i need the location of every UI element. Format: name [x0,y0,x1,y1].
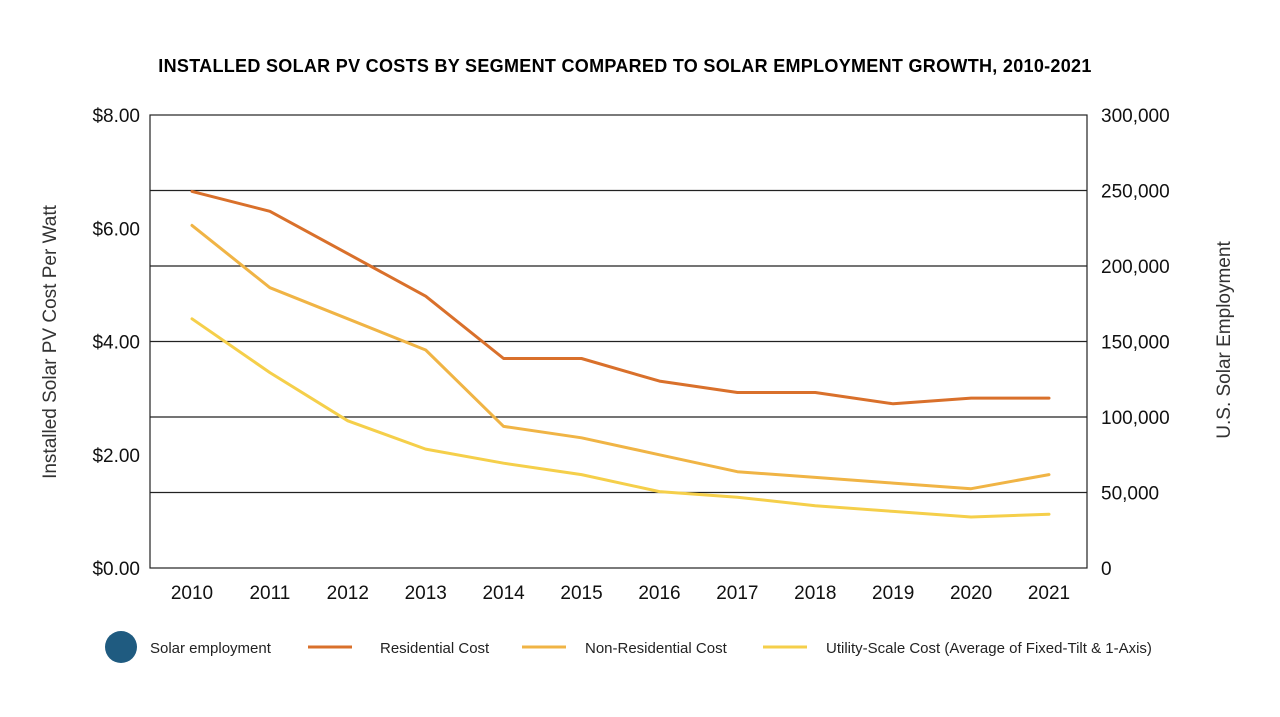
y2-tick-label: 50,000 [1101,484,1159,505]
y2-tick-label: 150,000 [1101,333,1170,354]
y2-axis-ticks: 300,000 250,000 200,000 150,000 100,000 50,00… [1101,106,1170,580]
y-axis-label: Installed Solar PV Cost Per Watt [40,204,61,479]
grid-lines [150,189,1087,494]
y-tick-label: $4.00 [92,333,140,354]
y-axis-ticks: $8.00 $6.00 $4.00 $2.00 $0.00 [92,106,140,580]
y2-tick-label: 250,000 [1101,182,1170,203]
series-line-1 [190,223,1051,491]
x-axis-ticks: 2010 2011 2012 2013 2014 2015 2016 2017 2018 2019… [171,583,1070,604]
y2-tick-label: 200,000 [1101,257,1170,278]
x-tick-label: 2018 [794,583,836,604]
x-tick-label: 2020 [950,583,992,604]
y-tick-label: $6.00 [92,219,140,240]
legend-employment-label: Solar employment [150,640,272,657]
y2-axis-label: U.S. Solar Employment [1214,241,1235,439]
series-line-2 [190,317,1051,519]
series-lines [190,189,1051,519]
y-tick-label: $8.00 [92,106,140,127]
x-tick-label: 2017 [716,583,758,604]
legend-utility-label: Utility-Scale Cost (Average of Fixed-Til… [826,640,1152,657]
legend: Solar employment Residential Cost Non-Re… [105,631,1152,663]
x-tick-label: 2016 [638,583,680,604]
x-tick-label: 2019 [872,583,914,604]
x-tick-label: 2012 [327,583,369,604]
y2-tick-label: 0 [1101,559,1112,580]
x-tick-label: 2010 [171,583,213,604]
y2-tick-label: 100,000 [1101,408,1170,429]
y-tick-label: $2.00 [92,446,140,467]
legend-nonresidential-label: Non-Residential Cost [585,640,728,657]
y-tick-label: $0.00 [92,559,140,580]
x-tick-label: 2014 [482,583,525,604]
chart-title: INSTALLED SOLAR PV COSTS BY SEGMENT COMP… [158,56,1091,76]
series-line-0 [190,189,1051,406]
y2-tick-label: 300,000 [1101,106,1170,127]
x-tick-label: 2021 [1028,583,1070,604]
legend-employment-marker [105,631,137,663]
legend-residential-label: Residential Cost [380,640,490,657]
x-tick-label: 2011 [249,583,290,604]
x-tick-label: 2015 [560,583,602,604]
x-tick-label: 2013 [405,583,447,604]
